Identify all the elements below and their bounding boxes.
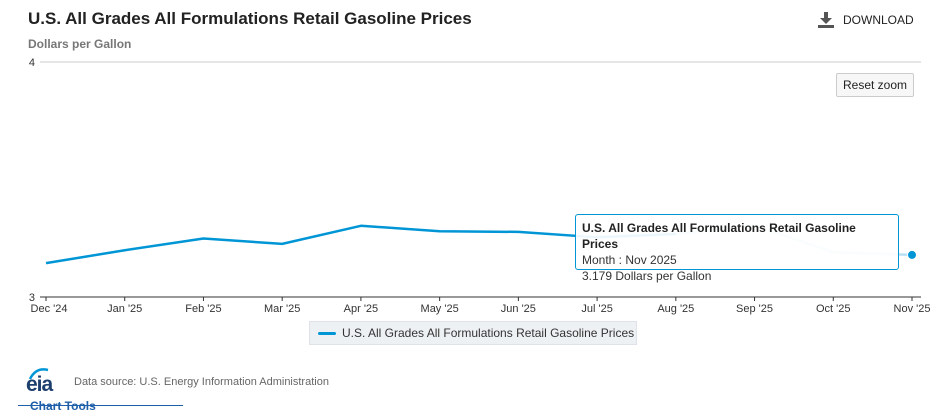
- highlighted-data-point: [908, 250, 917, 259]
- x-tick-label: Oct '25: [816, 303, 851, 315]
- tooltip-value: 3.179 Dollars per Gallon: [582, 268, 892, 284]
- x-tick-label: Apr '25: [344, 303, 379, 315]
- x-tick-label: Dec '24: [31, 303, 68, 315]
- chart-tools-link[interactable]: Chart Tools: [30, 400, 96, 412]
- eia-logo: eia: [26, 367, 66, 397]
- legend-swatch: [318, 332, 336, 335]
- x-tick-label: Nov '25: [894, 303, 931, 315]
- chart-tools-divider: [18, 405, 183, 406]
- footer: eia Data source: U.S. Energy Information…: [26, 367, 329, 397]
- x-tick-label: Mar '25: [264, 303, 300, 315]
- data-source: Data source: U.S. Energy Information Adm…: [74, 376, 329, 388]
- legend-label: U.S. All Grades All Formulations Retail …: [342, 326, 634, 340]
- chart-tooltip: U.S. All Grades All Formulations Retail …: [575, 214, 899, 270]
- x-tick-label: Jun '25: [501, 303, 536, 315]
- tooltip-month: Month : Nov 2025: [582, 252, 892, 268]
- x-tick-label: Sep '25: [736, 303, 773, 315]
- tooltip-title: U.S. All Grades All Formulations Retail …: [582, 220, 892, 252]
- x-tick-label: Aug '25: [657, 303, 694, 315]
- y-tick-label: 4: [29, 57, 35, 69]
- x-tick-label: Jan '25: [107, 303, 142, 315]
- eia-logo-text: eia: [26, 373, 52, 397]
- chart-legend[interactable]: U.S. All Grades All Formulations Retail …: [309, 321, 637, 345]
- reset-zoom-button[interactable]: Reset zoom: [836, 73, 914, 97]
- x-tick-label: Feb '25: [185, 303, 221, 315]
- x-tick-label: Jul '25: [581, 303, 612, 315]
- x-tick-label: May '25: [421, 303, 459, 315]
